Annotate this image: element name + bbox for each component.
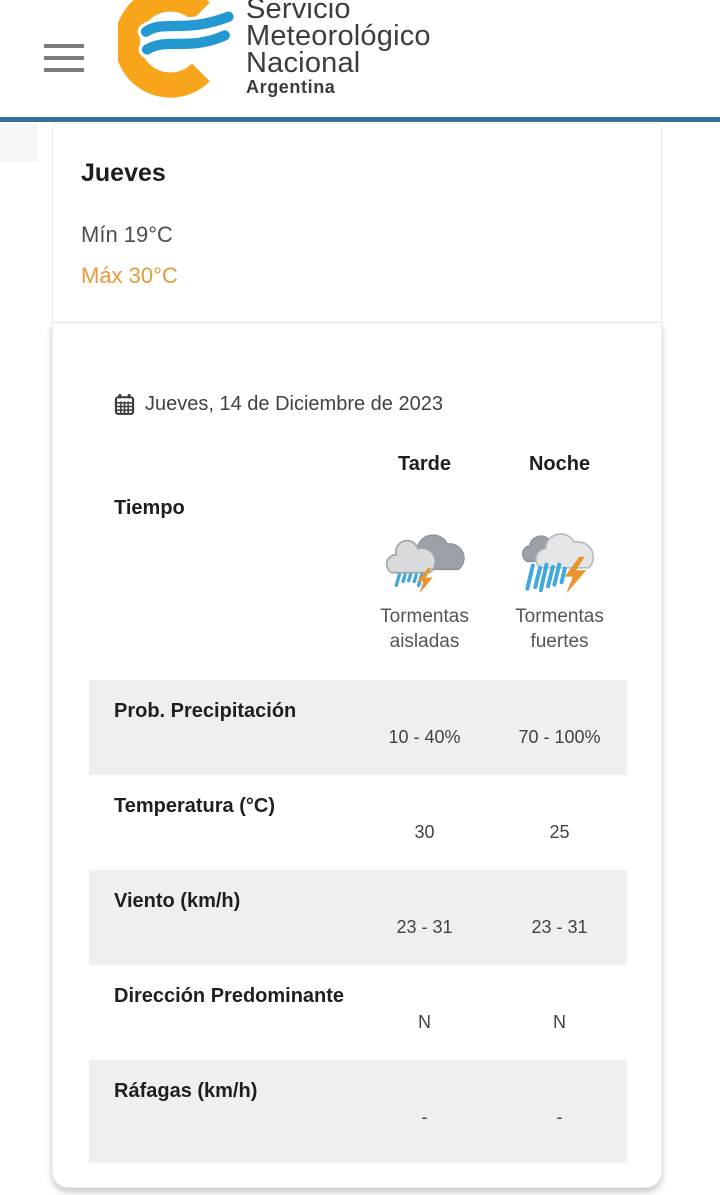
row-value-noche: 25	[549, 822, 570, 842]
table-row-direccion: Dirección Predominante N N	[89, 965, 627, 1060]
table-header-row: Tarde Noche	[89, 453, 627, 477]
condition-tarde: Tormentas aisladas	[357, 497, 492, 654]
day-summary-card: Jueves Mín 19°C Máx 30°C	[52, 123, 662, 322]
row-value-noche: 23 - 31	[531, 917, 588, 937]
forecast-date-row: Jueves, 14 de Diciembre de 2023	[114, 391, 661, 417]
forecast-table: Tarde Noche Tiempo	[89, 453, 627, 1163]
row-value-noche: N	[553, 1012, 566, 1032]
table-row-rafagas: Ráfagas (km/h) - -	[89, 1060, 627, 1163]
scroll-artifact	[0, 124, 38, 162]
table-row-viento: Viento (km/h) 23 - 31 23 - 31	[89, 870, 627, 965]
logo-line-1: Servicio	[246, 0, 351, 25]
column-header-noche: Noche	[528, 453, 591, 475]
row-label: Viento (km/h)	[114, 890, 241, 912]
tiempo-row: Tiempo Tormentas a	[89, 497, 627, 653]
row-value-tarde: 30	[414, 822, 435, 842]
logo-line-2: Meteorológico	[246, 20, 431, 52]
min-temperature: Mín 19°C	[81, 222, 173, 247]
smn-logo-icon	[118, 0, 236, 98]
table-row-temperatura: Temperatura (°C) 30 25	[89, 775, 627, 870]
header-divider	[0, 117, 720, 122]
row-label: Temperatura (°C)	[114, 795, 275, 817]
smn-logo[interactable]: Servicio Meteorológico Nacional Argentin…	[118, 0, 431, 99]
row-value-tarde: -	[421, 1107, 428, 1127]
max-temperature: Máx 30°C	[81, 263, 178, 288]
forecast-data-rows: Prob. Precipitación 10 - 40% 70 - 100% T…	[89, 680, 627, 1163]
smn-logo-text: Servicio Meteorológico Nacional Argentin…	[246, 0, 431, 97]
tiempo-label: Tiempo	[114, 497, 185, 519]
calendar-icon	[114, 393, 135, 415]
logo-line-3: Nacional	[246, 47, 361, 79]
storm-isolated-icon	[385, 534, 465, 594]
logo-line-4: Argentina	[246, 77, 336, 97]
condition-noche: Tormentas fuertes	[492, 497, 627, 654]
condition-label-tarde: Tormentas aisladas	[380, 606, 469, 652]
row-label: Ráfagas (km/h)	[114, 1080, 258, 1102]
forecast-date: Jueves, 14 de Diciembre de 2023	[145, 392, 443, 415]
column-header-tarde: Tarde	[398, 453, 451, 475]
forecast-card: Jueves, 14 de Diciembre de 2023 Tarde No…	[52, 322, 662, 1188]
row-value-noche: -	[556, 1107, 563, 1127]
row-value-noche: 70 - 100%	[518, 727, 601, 747]
row-value-tarde: N	[418, 1012, 431, 1032]
storm-strong-icon	[521, 533, 594, 594]
row-value-tarde: 10 - 40%	[388, 727, 461, 747]
day-title: Jueves	[81, 159, 166, 187]
table-row-precipitacion: Prob. Precipitación 10 - 40% 70 - 100%	[89, 680, 627, 775]
app-header: Servicio Meteorológico Nacional Argentin…	[0, 0, 720, 117]
row-value-tarde: 23 - 31	[396, 917, 453, 937]
condition-label-noche: Tormentas fuertes	[515, 606, 604, 652]
hamburger-menu-icon[interactable]	[44, 44, 84, 72]
row-label: Dirección Predominante	[114, 985, 345, 1007]
row-label: Prob. Precipitación	[114, 700, 297, 722]
